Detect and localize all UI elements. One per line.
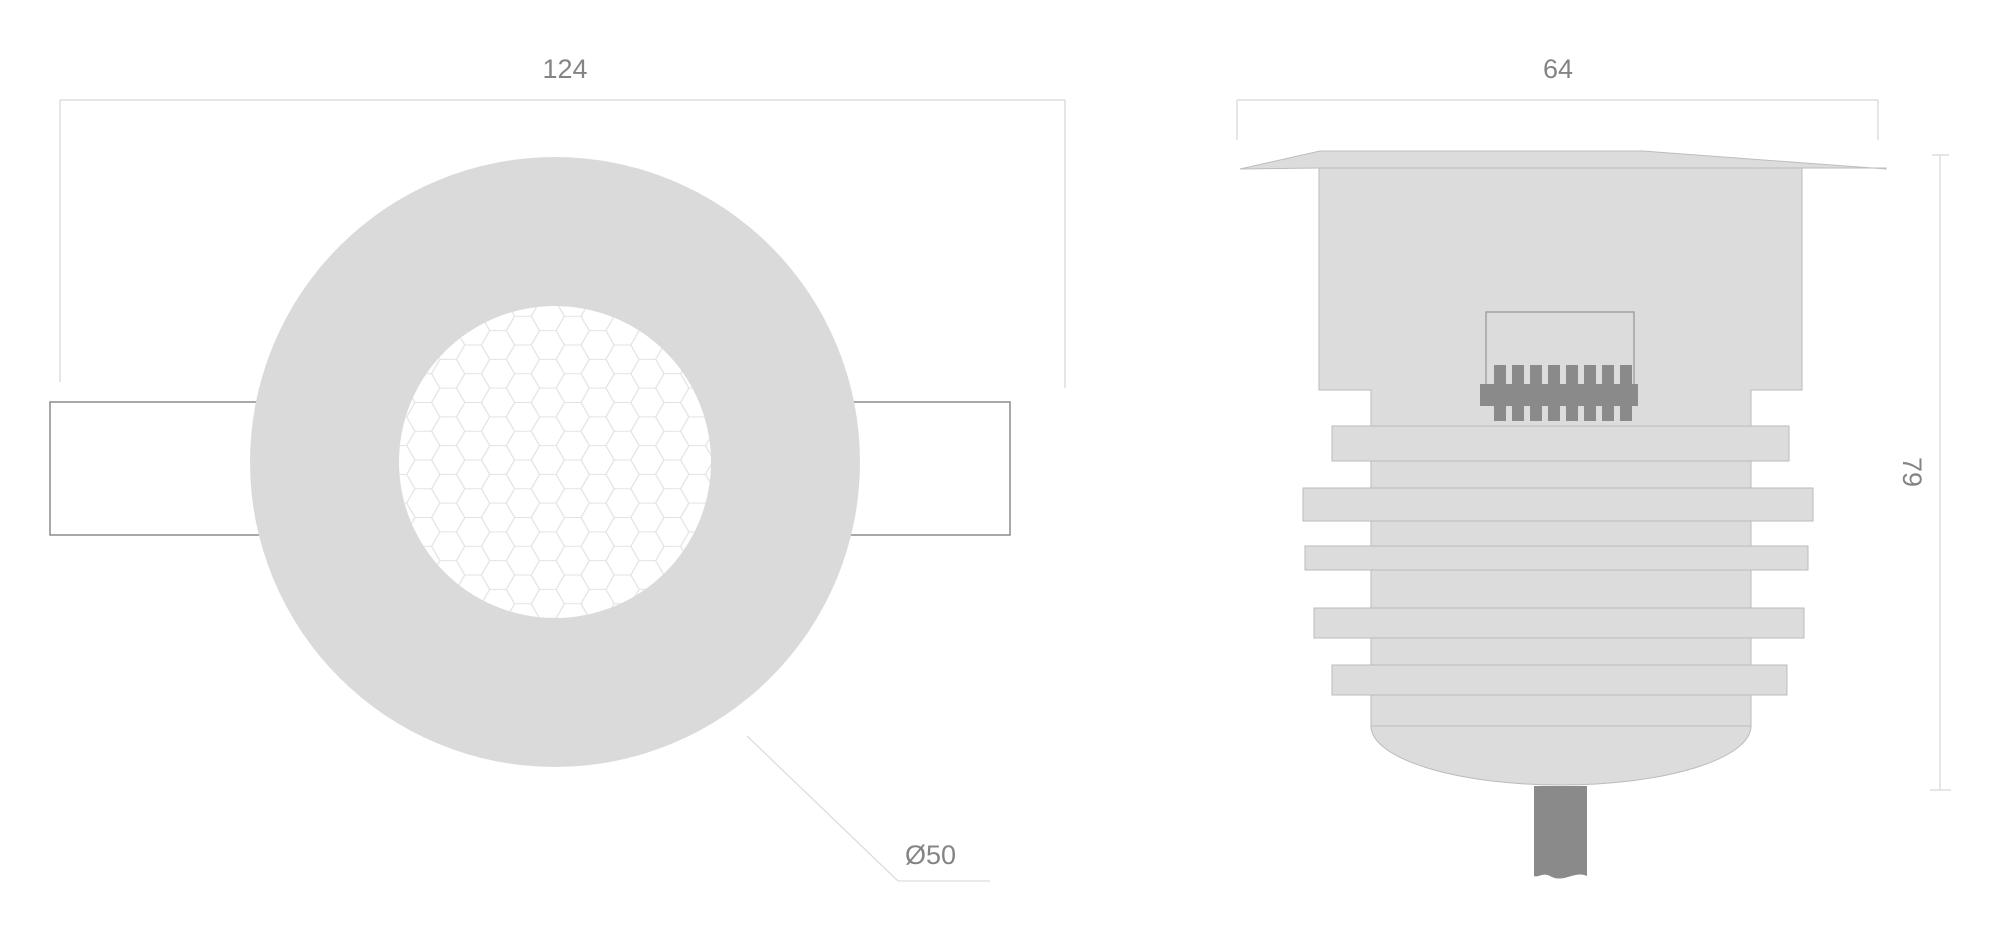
svg-text:64: 64	[1543, 54, 1573, 84]
svg-text:124: 124	[542, 54, 587, 84]
svg-text:Ø50: Ø50	[905, 840, 956, 870]
svg-text:79: 79	[1897, 457, 1927, 487]
